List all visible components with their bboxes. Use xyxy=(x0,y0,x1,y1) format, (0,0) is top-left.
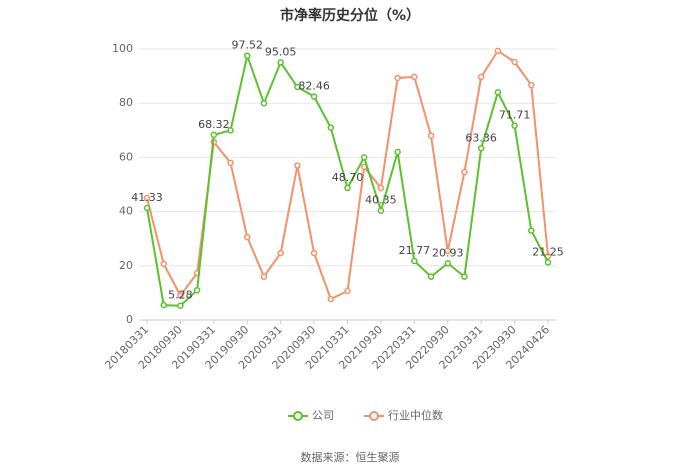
point xyxy=(427,273,435,280)
point xyxy=(377,207,385,214)
value-label: 21.25 xyxy=(532,245,564,258)
legend-label: 行业中位数 xyxy=(388,408,443,422)
y-tick-label: 0 xyxy=(126,313,133,326)
point xyxy=(294,83,301,91)
legend-label: 公司 xyxy=(312,409,334,422)
point xyxy=(193,286,201,294)
point xyxy=(444,260,451,267)
y-tick-label: 20 xyxy=(119,259,133,272)
point xyxy=(310,93,318,100)
point xyxy=(511,58,518,66)
value-label: 21.77 xyxy=(399,244,431,257)
y-tick-label: 80 xyxy=(119,96,133,109)
source: 数据来源：恒生聚源 xyxy=(301,450,400,464)
chart-title: 市净率历史分位（%） xyxy=(280,7,420,24)
value-label: 97.52 xyxy=(232,39,264,52)
point xyxy=(160,260,167,268)
value-label: 40.35 xyxy=(365,194,397,207)
point xyxy=(344,184,351,192)
point xyxy=(327,124,335,131)
point xyxy=(528,227,535,234)
value-label: 68.32 xyxy=(198,118,230,131)
value-label: 95.05 xyxy=(265,45,297,58)
point xyxy=(477,73,485,81)
y-tick-label: 40 xyxy=(119,205,133,218)
point xyxy=(277,59,284,66)
point xyxy=(477,145,485,152)
point xyxy=(260,99,268,107)
point xyxy=(511,122,518,129)
point xyxy=(444,247,451,255)
value-label: 82.46 xyxy=(298,80,330,93)
point xyxy=(461,273,468,280)
point xyxy=(427,132,435,139)
value-label: 48.70 xyxy=(332,171,364,184)
point xyxy=(377,184,385,192)
value-label: 41.33 xyxy=(131,191,163,204)
point xyxy=(227,127,234,134)
value-label: 5.28 xyxy=(168,289,193,302)
point xyxy=(143,204,151,212)
point xyxy=(177,302,184,309)
point xyxy=(360,154,368,161)
y-tick-label: 100 xyxy=(112,42,133,55)
point xyxy=(327,295,335,303)
point xyxy=(177,292,184,299)
point xyxy=(411,73,418,81)
point xyxy=(260,273,268,280)
point xyxy=(244,52,251,59)
point xyxy=(528,81,535,89)
point xyxy=(277,249,284,257)
point xyxy=(544,259,552,266)
point xyxy=(244,233,251,241)
point xyxy=(294,162,301,169)
point xyxy=(310,249,318,257)
value-label: 71.71 xyxy=(499,109,531,122)
point xyxy=(344,287,351,295)
value-label: 20.93 xyxy=(432,246,464,259)
legend-marker xyxy=(369,411,379,421)
point xyxy=(143,194,151,202)
point xyxy=(411,257,418,265)
point xyxy=(394,74,401,82)
point xyxy=(210,131,218,139)
point xyxy=(160,301,167,309)
point xyxy=(227,159,234,167)
y-tick-label: 60 xyxy=(119,150,133,163)
legend-marker xyxy=(293,411,303,421)
point xyxy=(494,47,502,55)
point xyxy=(461,168,468,176)
point xyxy=(494,89,502,96)
value-label: 63.36 xyxy=(465,131,497,144)
point xyxy=(394,148,401,156)
